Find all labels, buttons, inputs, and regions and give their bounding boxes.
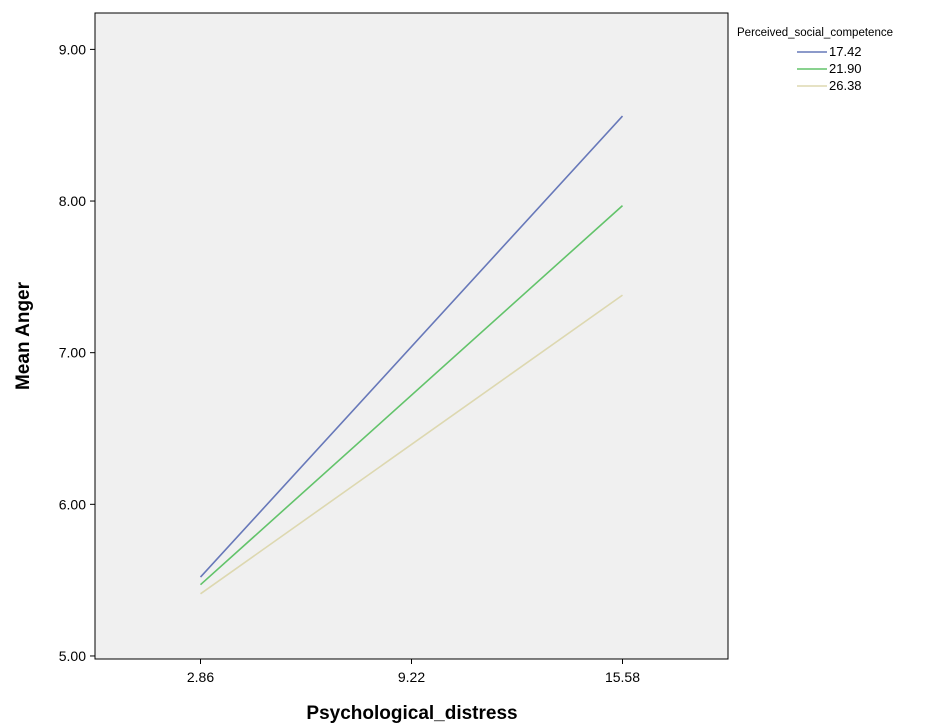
legend: Perceived_social_competence 17.42 21.90 26… — [737, 27, 893, 93]
series-lines — [199, 115, 624, 595]
legend-label-0: 17.42 — [829, 44, 862, 59]
series-line-0 — [199, 115, 624, 578]
y-axis-title: Mean Anger — [13, 281, 34, 390]
plot-area — [94, 12, 729, 660]
legend-label-2: 26.38 — [829, 78, 862, 93]
y-tick-label: 5.00 — [59, 648, 86, 664]
legend-title: Perceived_social_competence — [737, 27, 893, 39]
y-axis: 5.00 6.00 7.00 8.00 9.00 — [59, 41, 95, 664]
series-line-2 — [200, 294, 623, 595]
x-tick-label: 9.22 — [398, 669, 425, 685]
x-tick-label: 15.58 — [605, 669, 640, 685]
x-axis: 2.86 9.22 15.58 — [187, 659, 640, 685]
y-tick-label: 6.00 — [59, 496, 86, 512]
x-tick-label: 2.86 — [187, 669, 214, 685]
series-line-1 — [199, 205, 624, 586]
y-tick-label: 7.00 — [59, 345, 86, 361]
y-tick-label: 8.00 — [59, 193, 86, 209]
y-tick-label: 9.00 — [59, 41, 86, 57]
x-axis-title: Psychological_distress — [306, 703, 517, 724]
legend-label-1: 21.90 — [829, 61, 862, 76]
